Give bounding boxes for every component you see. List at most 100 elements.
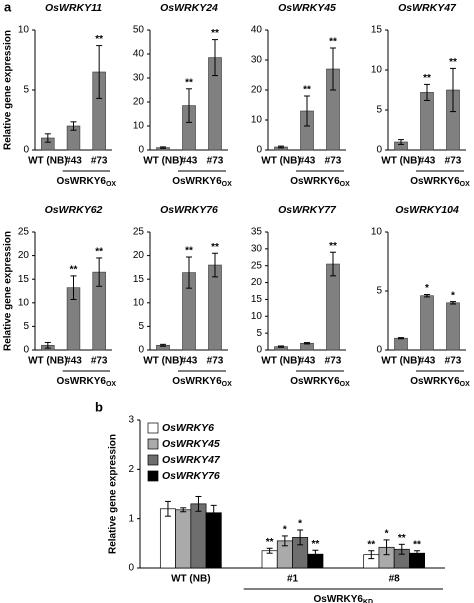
group-label-main: OsWRKY6: [290, 176, 340, 187]
significance-label: **: [211, 242, 219, 253]
legend-label: OsWRKY45: [162, 438, 220, 450]
y-tick-label: 10: [133, 121, 145, 132]
error-bar: [450, 67, 456, 113]
error-bar: [330, 251, 336, 277]
error-bar: [96, 257, 103, 287]
y-tick-label: 15: [18, 274, 30, 285]
y-tick-label: 5: [376, 105, 382, 116]
x-tick-label: WT (NB): [381, 156, 420, 167]
bar: [190, 503, 207, 569]
legend-swatch: [147, 422, 159, 434]
error-bar: [414, 550, 421, 557]
y-tick-label: 5: [138, 321, 144, 332]
x-tick-label: WT (NB): [381, 356, 420, 367]
group-label: OsWRKY6OX: [57, 376, 117, 388]
x-tick-label: #1: [287, 574, 299, 585]
y-tick-label: 30: [251, 243, 263, 254]
y-tick-label: 20: [18, 250, 30, 261]
significance-label: *: [385, 529, 389, 540]
chart-title: OsWRKY11: [45, 2, 102, 14]
y-axis-label: Relative gene expression: [3, 231, 14, 351]
y-tick-label: 0: [376, 145, 382, 156]
x-tick-label: #73: [445, 156, 462, 167]
significance-label: **: [266, 537, 274, 548]
significance-label: **: [70, 265, 78, 276]
y-tick-label: 10: [251, 311, 263, 322]
error-bar: [281, 535, 288, 547]
significance-label: *: [425, 283, 429, 294]
y-tick-label: 5: [256, 328, 262, 339]
significance-label: **: [185, 77, 193, 88]
significance-label: **: [211, 28, 219, 39]
x-tick-label: WT (NB): [143, 156, 182, 167]
group-label-sub: OX: [222, 181, 232, 188]
bar: [208, 264, 222, 351]
y-tick-label: 1: [128, 513, 134, 524]
error-bar: [70, 121, 77, 131]
group-label-main: OsWRKY6: [57, 376, 107, 387]
group-label-sub: OX: [460, 181, 470, 188]
x-tick-label: #73: [91, 156, 108, 167]
legend-label: OsWRKY6: [162, 422, 214, 434]
significance-label: **: [449, 57, 457, 68]
y-tick-label: 5: [23, 85, 29, 96]
group-label: OsWRKY6OX: [290, 376, 350, 388]
significance-label: **: [95, 247, 103, 258]
significance-label: **: [329, 37, 337, 48]
group-label-sub: KD: [363, 599, 373, 603]
chart-title: OsWRKY62: [45, 204, 103, 216]
x-tick-label: #43: [181, 156, 198, 167]
group-label-main: OsWRKY6: [410, 176, 460, 187]
x-tick-label: WT (NB): [28, 356, 67, 367]
x-tick-label: #43: [65, 156, 82, 167]
error-bar: [304, 95, 310, 127]
legend-label: OsWRKY76: [162, 470, 220, 482]
error-bar: [195, 495, 202, 512]
panel-label: b: [95, 399, 103, 414]
y-tick-label: 20: [133, 250, 145, 261]
significance-label: *: [283, 525, 287, 536]
y-tick-label: 0: [128, 563, 134, 574]
x-tick-label: #8: [389, 574, 401, 585]
y-tick-label: 0: [376, 345, 382, 356]
x-tick-label: #43: [419, 156, 436, 167]
x-tick-label: #43: [181, 356, 198, 367]
error-bar: [368, 550, 375, 560]
chart-title: OsWRKY77: [278, 204, 337, 216]
group-label: OsWRKY6OX: [290, 176, 350, 188]
group-label-main: OsWRKY6: [410, 376, 460, 387]
y-tick-label: 2: [128, 464, 134, 475]
error-bar: [424, 294, 430, 298]
y-tick-label: 35: [251, 227, 263, 238]
significance-label: **: [367, 539, 375, 550]
y-tick-label: 0: [23, 345, 29, 356]
x-tick-label: WT (NB): [171, 574, 210, 585]
y-tick-label: 0: [256, 345, 262, 356]
group-label-sub: OX: [340, 381, 350, 388]
group-label: OsWRKY6OX: [172, 376, 232, 388]
y-tick-label: 10: [18, 25, 30, 36]
y-tick-label: 25: [18, 227, 30, 238]
group-label: OsWRKY6OX: [410, 376, 470, 388]
x-tick-label: #73: [445, 356, 462, 367]
error-bar: [330, 47, 336, 91]
y-tick-label: 20: [133, 97, 145, 108]
bar: [420, 295, 434, 351]
chart-title: OsWRKY47: [398, 2, 457, 14]
error-bar: [278, 345, 284, 348]
y-tick-label: 15: [251, 294, 263, 305]
bar: [394, 337, 408, 351]
panel-label: a: [4, 0, 12, 14]
y-tick-label: 5: [23, 321, 29, 332]
group-label-sub: OX: [106, 181, 116, 188]
error-bar: [304, 342, 310, 345]
y-tick-label: 10: [251, 115, 263, 126]
y-tick-label: 0: [23, 145, 29, 156]
error-bar: [160, 146, 166, 149]
x-tick-label: #43: [299, 356, 316, 367]
y-tick-label: 40: [133, 49, 145, 60]
x-tick-label: WT (NB): [261, 156, 300, 167]
y-tick-label: 5: [376, 286, 382, 297]
legend-swatch: [147, 438, 159, 450]
error-bar: [164, 500, 171, 517]
